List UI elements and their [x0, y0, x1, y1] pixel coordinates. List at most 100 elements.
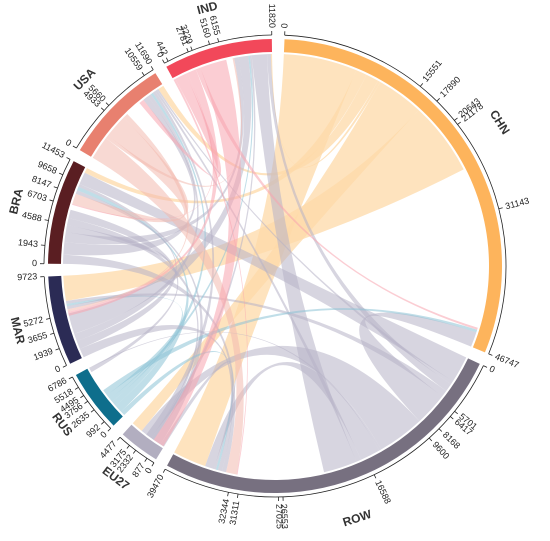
- tick-mark: [483, 365, 488, 368]
- tick-label: 0: [155, 50, 166, 59]
- tick-mark: [162, 59, 165, 64]
- tick-mark: [53, 186, 58, 189]
- region-arc-ind[interactable]: [166, 39, 273, 79]
- tick-label: 31311: [227, 500, 241, 526]
- tick-mark: [46, 318, 51, 320]
- tick-mark: [107, 428, 112, 432]
- ribbon-ind-mar[interactable]: [67, 69, 218, 316]
- ribbon-usa-bra[interactable]: [72, 117, 189, 223]
- tick-mark: [55, 348, 60, 351]
- ribbon-row-chn[interactable]: [359, 312, 477, 422]
- tick-mark: [186, 48, 189, 53]
- tick-label: 0: [64, 137, 73, 148]
- tick-mark: [74, 387, 79, 390]
- tick-mark: [101, 421, 105, 425]
- tick-mark: [165, 57, 169, 62]
- tick-mark: [44, 219, 49, 221]
- region-arc-row[interactable]: [167, 358, 480, 493]
- tick-baseline-chn: [284, 34, 507, 355]
- tick-mark: [49, 199, 54, 202]
- tick-mark: [428, 437, 433, 442]
- ribbon-ind-row[interactable]: [173, 78, 248, 475]
- region-label-ind: IND: [196, 0, 220, 17]
- region-arc-eu27[interactable]: [122, 424, 163, 460]
- tick-label: 32344: [216, 498, 231, 525]
- tick-mark: [151, 462, 155, 467]
- tick-mark: [217, 38, 220, 43]
- region-label-row: ROW: [341, 507, 374, 530]
- tick-label: 0: [53, 363, 62, 374]
- tick-mark: [488, 353, 493, 356]
- region-label-bra: BRA: [6, 187, 26, 216]
- region-arc-bra[interactable]: [48, 161, 86, 264]
- ribbon-ind-usa[interactable]: [139, 73, 222, 178]
- tick-mark: [237, 493, 239, 499]
- ribbon-mar-bra[interactable]: [75, 190, 177, 349]
- tick-mark: [144, 458, 148, 462]
- ribbon-eu27-usa[interactable]: [146, 91, 215, 439]
- tick-label: 0: [32, 258, 37, 268]
- tick-label: 4588: [21, 210, 43, 224]
- tick-baseline-bra: [43, 159, 71, 264]
- tick-baseline-ind: [164, 34, 272, 64]
- ribbon-ind-eu27[interactable]: [153, 59, 242, 447]
- tick-label: 992: [84, 422, 102, 440]
- region-label-mar: MAR: [8, 316, 28, 346]
- ribbon-row-row[interactable]: [205, 362, 380, 470]
- tick-mark: [419, 83, 424, 87]
- tick-label: 6155: [208, 14, 223, 36]
- region-arc-rus[interactable]: [75, 368, 123, 426]
- tick-label: 9723: [17, 271, 37, 282]
- ribbon-layer: [63, 54, 478, 475]
- tick-mark: [150, 66, 154, 70]
- tick-label: 27025: [274, 504, 284, 529]
- tick-mark: [80, 395, 84, 399]
- region-arc-usa[interactable]: [79, 73, 163, 157]
- tick-mark: [66, 157, 71, 160]
- region-arc-layer: [48, 39, 502, 493]
- ribbon-chn-eu27[interactable]: [132, 82, 419, 431]
- region-arc-mar[interactable]: [48, 275, 82, 364]
- tick-mark: [227, 492, 229, 497]
- tick-mark: [449, 416, 454, 420]
- tick-label: 5272: [22, 315, 44, 329]
- ribbon-chn-mar[interactable]: [63, 110, 464, 301]
- region-label-chn: CHN: [487, 107, 513, 136]
- tick-label: 31143: [504, 196, 530, 212]
- tick-label: 8147: [31, 174, 53, 190]
- tick-label: 3655: [26, 330, 48, 345]
- tick-mark: [190, 46, 193, 51]
- tick-baseline-eu27: [119, 437, 155, 464]
- tick-mark: [50, 332, 55, 335]
- tick-mark: [141, 72, 145, 76]
- tick-baseline-rus: [72, 376, 112, 429]
- tick-label: 9658: [36, 159, 58, 176]
- tick-label: 46747: [493, 351, 520, 370]
- tick-mark: [132, 450, 137, 454]
- tick-baseline-usa: [76, 69, 154, 149]
- ribbon-row-ind[interactable]: [251, 54, 357, 473]
- tick-baseline-row: [164, 365, 484, 498]
- tick-label: 1939: [32, 346, 54, 363]
- tick-mark: [62, 365, 67, 368]
- tick-mark: [438, 428, 443, 432]
- tick-mark: [454, 117, 458, 121]
- tick-label: 15551: [420, 58, 444, 84]
- tick-label: 11820: [267, 4, 277, 28]
- tick-label: 6703: [26, 188, 48, 203]
- ribbon-row-eu27[interactable]: [141, 345, 420, 450]
- tick-mark: [72, 145, 77, 149]
- tick-label: 0: [143, 466, 154, 476]
- tick-mark: [498, 207, 503, 210]
- tick-mark: [84, 400, 88, 404]
- tick-mark: [105, 102, 110, 106]
- tick-label: 17890: [438, 74, 463, 99]
- tick-mark: [58, 172, 63, 176]
- tick-mark: [68, 376, 73, 380]
- ribbon-usa-row[interactable]: [92, 138, 244, 475]
- tick-label: 877: [130, 461, 147, 479]
- tick-mark: [100, 107, 105, 111]
- tick-label: 11453: [40, 140, 66, 160]
